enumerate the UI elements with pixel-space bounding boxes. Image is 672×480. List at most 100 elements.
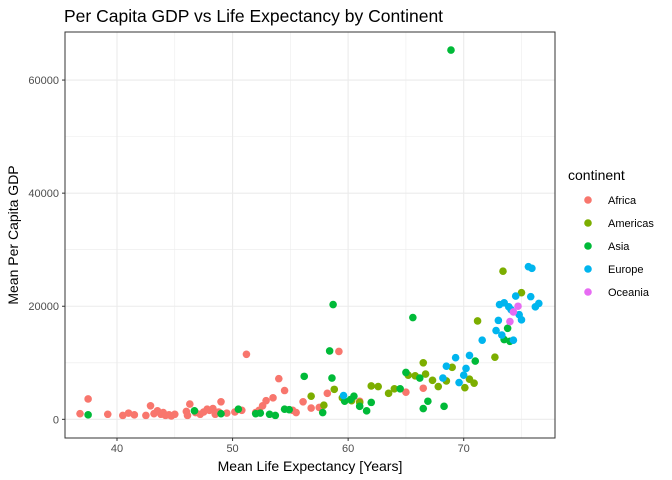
data-point-americas [367,382,376,390]
data-point-americas [448,363,456,372]
data-point-asia [440,402,448,411]
data-point-europe [535,299,543,308]
data-point-europe [517,316,526,324]
data-point-europe [494,316,503,325]
y-axis-title: Mean Per Capita GDP [5,165,21,304]
data-point-europe [511,292,520,300]
minor-gridlines [65,32,555,438]
legend-label-europe: Europe [608,264,643,276]
data-point-americas [384,389,393,398]
legend-key-europe [584,265,592,273]
legend-key-americas [584,219,592,227]
data-point-europe [526,292,535,301]
data-point-asia [471,357,480,365]
data-point-asia [419,404,428,413]
data-point-europe [498,331,506,339]
data-point-asia [362,407,371,415]
data-point-africa [170,410,179,419]
data-point-americas [421,370,430,378]
x-axis-title: Mean Life Expectancy [Years] [218,458,403,474]
data-point-europe [439,374,447,382]
data-point-asia [329,300,337,309]
y-tick-label: 60000 [28,75,59,87]
data-point-africa [292,408,300,417]
data-point-asia [300,372,309,381]
data-point-europe [339,391,348,400]
data-point-asia [355,402,364,411]
data-point-asia [265,410,274,419]
data-point-africa [307,404,315,412]
data-point-asia [217,409,225,418]
data-point-africa [124,409,133,417]
data-point-americas [499,267,507,275]
data-point-asia [328,374,336,382]
data-point-asia [415,374,424,382]
data-point-asia [340,397,349,406]
x-axis: 40 50 60 70 [111,438,470,455]
data-point-americas [461,383,469,392]
data-point-africa [280,386,289,395]
data-point-africa [402,388,410,396]
data-point-europe [455,378,463,387]
legend-items: Africa Americas Asia Europe Oceania [584,195,654,299]
data-point-oceania [506,317,514,326]
data-point-asia [325,347,334,355]
major-gridlines [65,32,555,438]
data-point-europe [492,326,500,335]
data-point-asia [190,407,199,415]
data-point-asia [447,46,455,54]
data-point-africa [274,374,283,383]
data-point-asia [367,398,376,407]
data-point-europe [478,336,486,344]
data-point-asia [402,368,410,377]
data-point-oceania [509,308,518,316]
data-point-africa [222,409,231,417]
data-point-africa [242,350,251,359]
chart-title: Per Capita GDP vs Life Expectancy by Con… [64,6,443,26]
data-point-asia [271,411,280,420]
data-point-africa [142,411,150,420]
x-tick-label: 70 [458,443,470,455]
data-points [76,46,543,420]
x-tick-label: 50 [226,443,238,455]
data-point-africa [323,389,332,398]
data-point-americas [434,382,443,391]
data-point-americas [491,353,499,361]
data-point-africa [146,401,155,410]
data-point-americas [307,392,315,400]
data-point-europe [451,353,460,362]
data-point-europe [459,371,468,380]
data-point-africa [84,395,92,403]
data-point-asia [396,385,404,393]
legend-label-africa: Africa [608,195,637,207]
data-point-africa [186,400,194,408]
legend-title: continent [568,167,625,183]
data-point-asia [424,397,432,406]
data-point-americas [390,385,399,393]
data-point-americas [517,288,526,297]
legend-label-asia: Asia [608,241,630,253]
data-point-asia [409,313,417,322]
data-point-africa [103,410,112,419]
legend-label-americas: Americas [608,218,654,230]
y-tick-label: 0 [53,414,59,426]
data-point-oceania [514,302,522,311]
data-point-asia [318,408,327,417]
data-point-asia [503,324,512,333]
legend: continent Africa Americas Asia Europe Oceani… [568,167,654,299]
data-point-americas [470,379,478,387]
legend-key-asia [584,242,592,250]
data-point-africa [419,384,428,393]
data-point-europe [442,362,451,370]
data-point-europe [528,264,536,273]
data-point-africa [262,396,270,405]
x-tick-label: 60 [342,443,354,455]
y-tick-label: 20000 [28,301,59,313]
plot-panel [64,31,556,439]
data-point-europe [465,351,474,360]
data-point-asia [285,405,293,414]
data-point-americas [473,317,482,325]
legend-label-oceania: Oceania [608,287,650,299]
legend-key-africa [584,196,592,204]
data-point-africa [118,411,127,420]
